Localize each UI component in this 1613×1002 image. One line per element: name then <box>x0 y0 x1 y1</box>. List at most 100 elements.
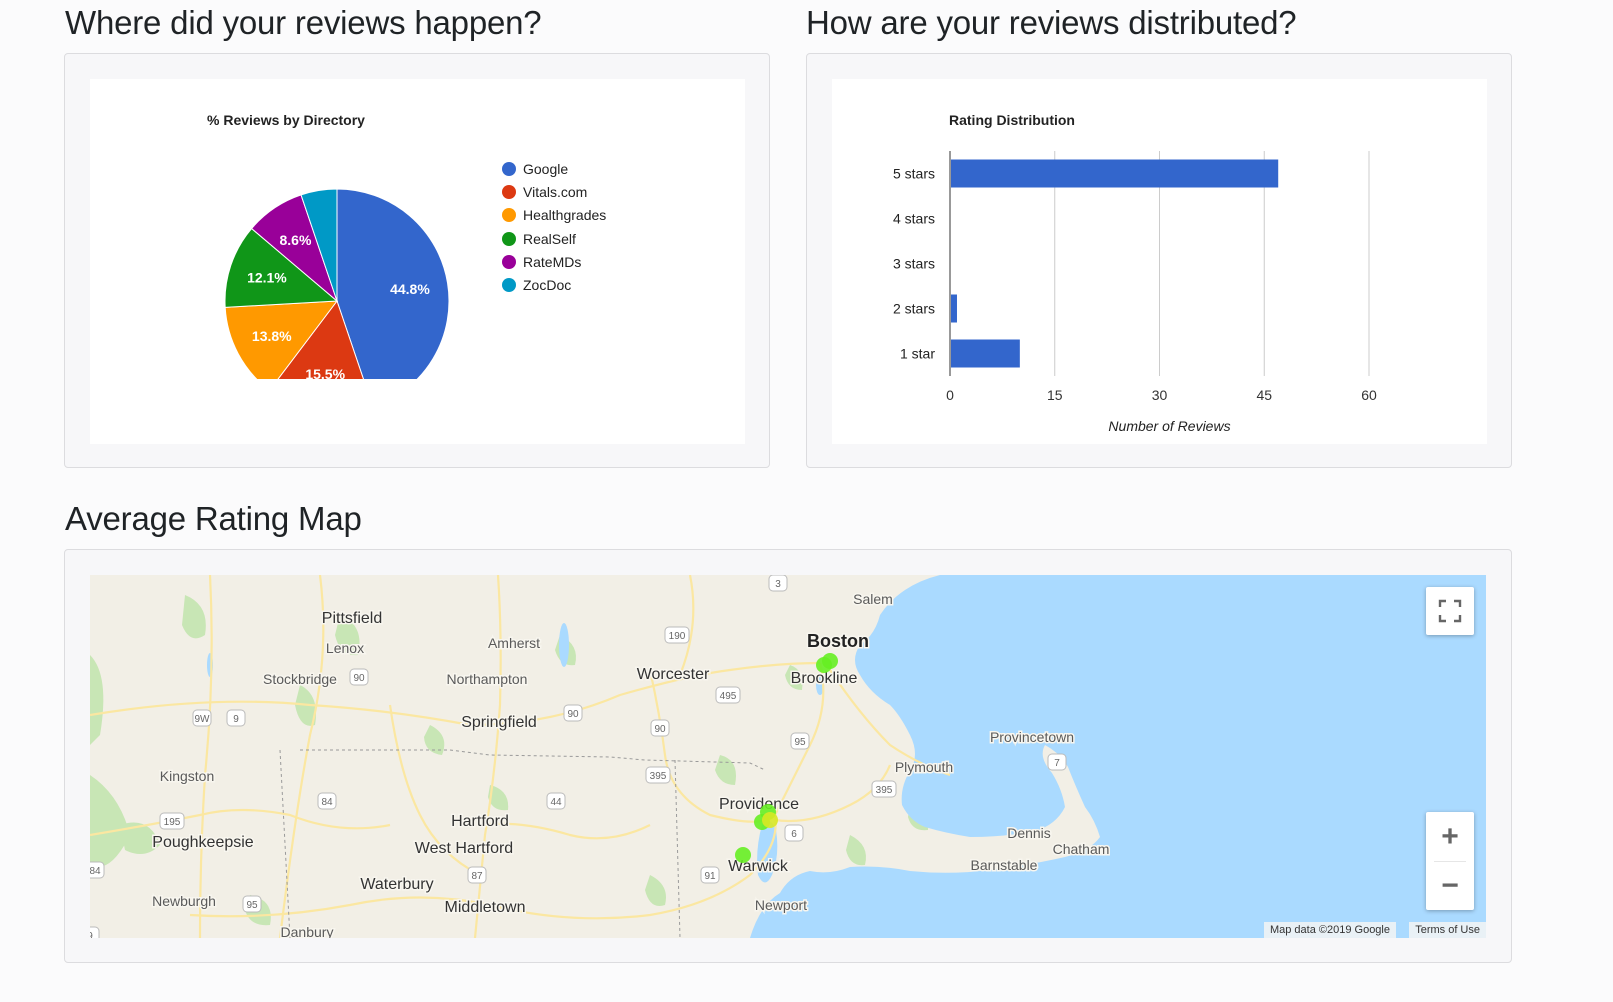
map-label-danbury: Danbury <box>281 924 334 938</box>
map-route-shields: 3 190 90 90 495 9W 9 90 395 95 395 44 84 7 6 195 87 91 95 8… <box>90 575 1067 938</box>
map-label-salem: Salem <box>853 591 893 607</box>
map-label-waterbury: Waterbury <box>360 876 433 893</box>
distribution-heading: How are your reviews distributed? <box>806 4 1297 41</box>
map-heading: Average Rating Map <box>65 500 362 537</box>
legend-dot <box>502 254 516 269</box>
route-shield-label: 95 <box>794 737 806 748</box>
route-shield-icon <box>715 686 741 704</box>
map-label-dennis: Dennis <box>1007 825 1051 841</box>
legend-label: ZocDoc <box>523 277 572 294</box>
bar-2-stars[interactable] <box>951 294 957 323</box>
zoom-out-button[interactable]: − <box>1441 869 1459 902</box>
map-label-brookline: Brookline <box>791 670 858 687</box>
rating-marker-boston[interactable] <box>816 657 832 673</box>
map-label-worcester: Worcester <box>637 666 710 683</box>
map-label-provincetown: Provincetown <box>990 729 1074 745</box>
map-borders <box>279 749 766 938</box>
map-label-hartford: Hartford <box>451 813 509 830</box>
bar-chart-card: Rating Distribution 0 15 30 45 60 5 stars 4 st… <box>832 79 1487 444</box>
legend-dot <box>502 161 516 176</box>
legend-item-zocdoc[interactable]: ZocDoc <box>502 273 606 296</box>
legend-label: Healthgrades <box>523 207 607 224</box>
map-label-amherst: Amherst <box>488 635 540 651</box>
route-shield-label: 9 <box>90 931 93 938</box>
map-label-chatham: Chatham <box>1053 841 1110 857</box>
pie-slice-realself[interactable] <box>224 227 339 308</box>
pie-slice-vitals-com[interactable] <box>269 299 372 379</box>
route-shield-icon <box>159 812 185 830</box>
map-rating-markers[interactable] <box>735 653 838 863</box>
route-shield-label: 395 <box>876 785 893 796</box>
map-place-labels: Pittsfield Lenox Amherst Northampton Stockbr… <box>151 590 1111 939</box>
legend-dot <box>502 231 516 246</box>
pie-legend: Google Vitals.com Healthgrades RealSelf Rate… <box>502 157 606 297</box>
bar-1-star[interactable] <box>951 339 1020 368</box>
pie-slice-label: 13.8% <box>252 328 292 344</box>
bar-chart-title: Rating Distribution <box>949 112 1075 128</box>
route-shield-icon <box>1047 753 1067 771</box>
legend-label: Vitals.com <box>523 183 588 200</box>
map-label-stockbridge: Stockbridge <box>263 671 337 687</box>
legend-item-healthgrades[interactable]: Healthgrades <box>502 204 606 227</box>
route-shield-label: 44 <box>550 797 562 808</box>
bar-category-label: 1 star <box>900 346 935 362</box>
route-shield-label: 395 <box>650 771 667 782</box>
map-roads <box>90 575 951 938</box>
legend-item-google[interactable]: Google <box>502 157 606 180</box>
pie-slice-healthgrades[interactable] <box>224 300 339 379</box>
legend-dot <box>502 184 516 199</box>
route-shield-icon <box>546 792 566 810</box>
route-shield-label: 90 <box>567 709 579 720</box>
route-shield-icon <box>790 732 810 750</box>
bar-category-label: 2 stars <box>893 301 935 317</box>
bar-tick-label: 0 <box>946 387 954 403</box>
rating-marker-warwick[interactable] <box>735 847 751 863</box>
route-shield-label: 190 <box>669 631 686 642</box>
rating-marker-providence[interactable] <box>762 812 778 828</box>
route-shield-label: 6 <box>791 829 797 840</box>
fullscreen-button[interactable] <box>1426 587 1474 635</box>
bar-category-label: 4 stars <box>893 211 935 227</box>
bar-5-stars[interactable] <box>951 159 1279 188</box>
fullscreen-icon <box>1438 599 1462 623</box>
legend-item-realself[interactable]: RealSelf <box>502 227 606 250</box>
distribution-panel: Rating Distribution 0 15 30 45 60 5 stars 4 st… <box>806 53 1512 468</box>
legend-dot <box>502 278 516 293</box>
pie-slice-zocdoc[interactable] <box>300 188 338 302</box>
bar-category-label: 5 stars <box>893 166 935 182</box>
map-label-poughkeepsie: Poughkeepsie <box>152 834 254 851</box>
map-label-lenox: Lenox <box>326 640 364 656</box>
map-label-providence: Providence <box>719 796 799 813</box>
map-label-boston: Boston <box>807 631 869 651</box>
legend-label: RateMDs <box>523 253 582 270</box>
pie-slice-google[interactable] <box>336 188 450 379</box>
map-label-newport: Newport <box>755 897 807 913</box>
map-label-west-hartford: West Hartford <box>415 840 513 857</box>
map-viewport[interactable]: Pittsfield Lenox Amherst Northampton Stockbr… <box>90 575 1486 938</box>
pie-chart-card: % Reviews by Directory 44.8% 15.5% 13.8% 12… <box>90 79 745 444</box>
map-label-plymouth: Plymouth <box>895 759 953 775</box>
map-label-northampton: Northampton <box>447 671 528 687</box>
bar-tick-label: 45 <box>1256 387 1272 403</box>
map-label-middletown: Middletown <box>445 899 526 916</box>
terms-of-use-link[interactable]: Terms of Use <box>1409 922 1486 938</box>
map-label-springfield: Springfield <box>461 714 537 731</box>
route-shield-icon <box>664 626 690 644</box>
pie-slice-label: 8.6% <box>279 232 311 248</box>
pie-chart-title: % Reviews by Directory <box>207 112 365 128</box>
directory-heading: Where did your reviews happen? <box>65 4 542 41</box>
route-shield-label: 9W <box>195 714 211 725</box>
route-shield-label: 90 <box>353 673 365 684</box>
map-label-kingston: Kingston <box>160 768 214 784</box>
map-canvas[interactable]: Pittsfield Lenox Amherst Northampton Stockbr… <box>90 575 1486 938</box>
route-shield-label: 3 <box>775 579 781 590</box>
pie-slice-label: 12.1% <box>247 269 287 285</box>
map-label-newburgh: Newburgh <box>152 893 216 909</box>
map-ocean <box>750 575 1486 938</box>
legend-item-vitals-com[interactable]: Vitals.com <box>502 180 606 203</box>
route-shield-icon <box>563 704 583 722</box>
route-shield-icon <box>784 824 804 842</box>
zoom-in-button[interactable]: + <box>1441 820 1459 853</box>
legend-label: Google <box>523 160 569 177</box>
legend-item-ratemds[interactable]: RateMDs <box>502 250 606 273</box>
